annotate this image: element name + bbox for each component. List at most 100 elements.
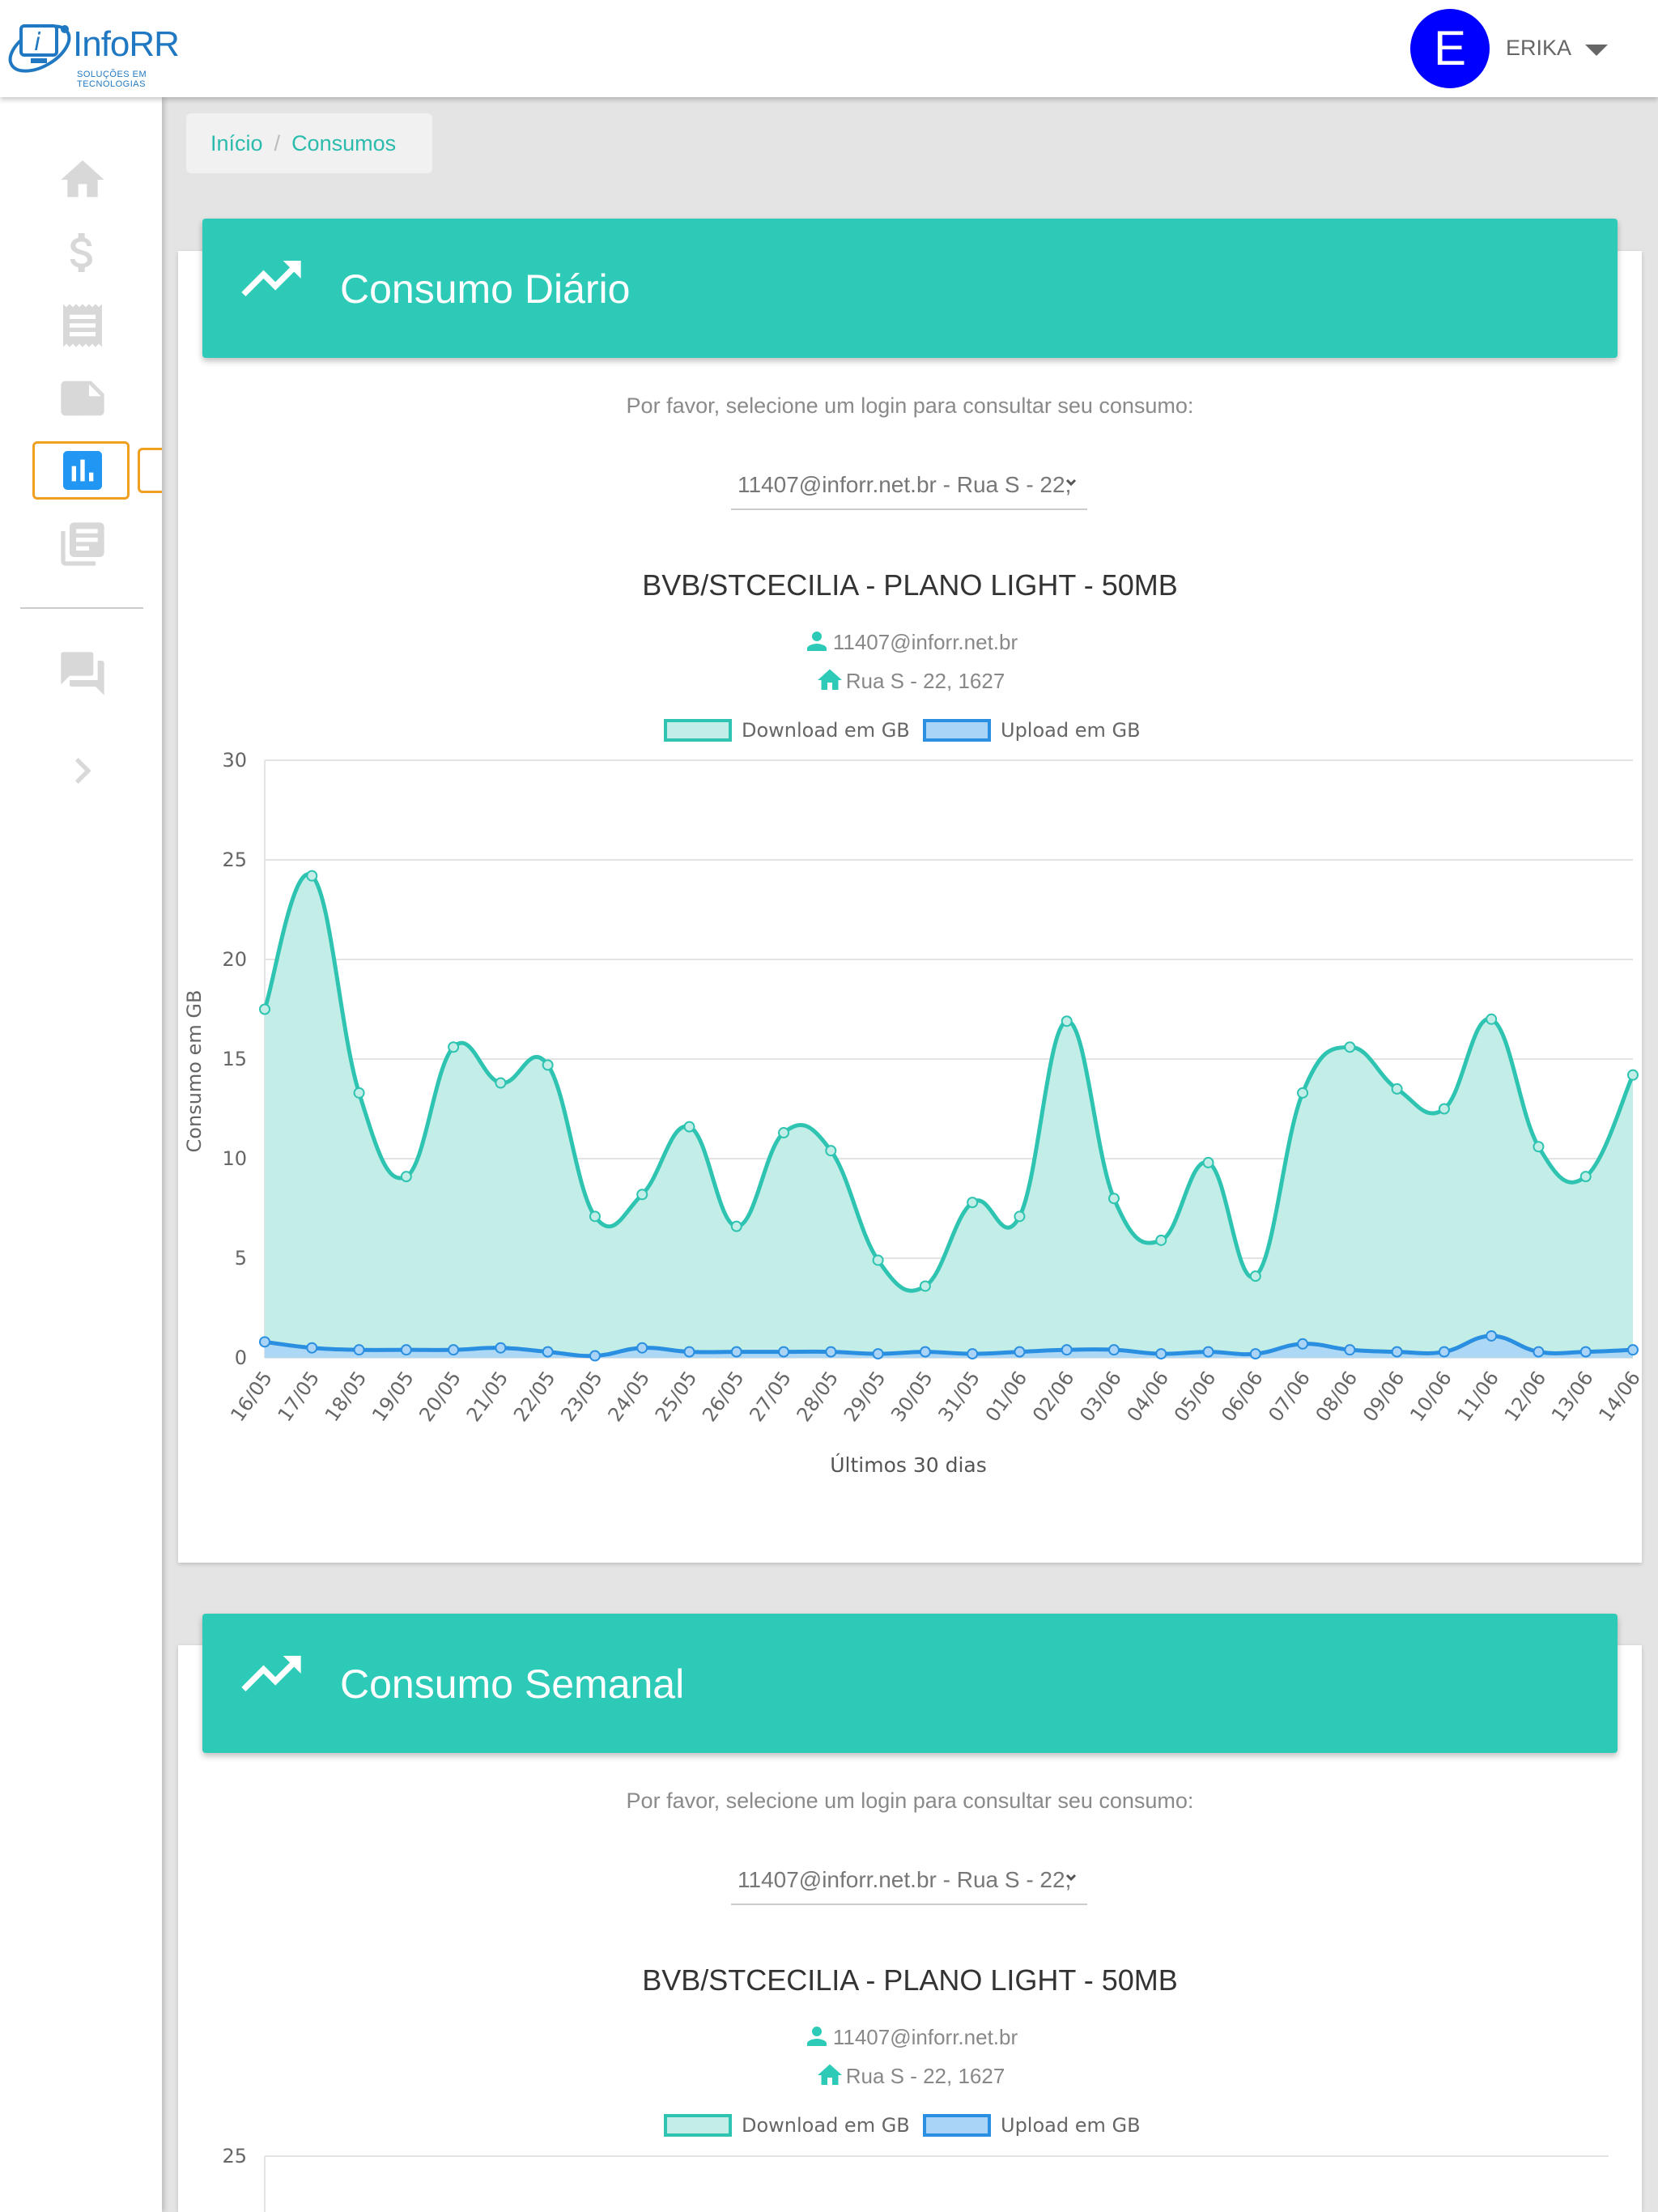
breadcrumb-home[interactable]: Início — [210, 131, 263, 155]
download-point[interactable] — [730, 1220, 742, 1232]
x-tick-label: 13/06 — [1547, 1367, 1598, 1426]
download-point[interactable] — [636, 1189, 648, 1201]
x-tick-label: 18/05 — [321, 1367, 372, 1426]
download-point[interactable] — [542, 1059, 554, 1071]
upload-point[interactable] — [1107, 1344, 1120, 1356]
daily-login-text: 11407@inforr.net.br — [832, 630, 1018, 654]
download-point[interactable] — [1014, 1210, 1026, 1223]
download-point[interactable] — [353, 1087, 365, 1099]
download-point[interactable] — [1297, 1087, 1309, 1099]
download-point[interactable] — [1486, 1013, 1498, 1025]
download-point[interactable] — [400, 1171, 412, 1183]
library-books-icon[interactable] — [57, 518, 108, 570]
upload-point[interactable] — [872, 1348, 884, 1360]
upload-point[interactable] — [1391, 1346, 1403, 1358]
upload-point[interactable] — [636, 1342, 648, 1354]
weekly-login-line: 11407@inforr.net.br — [178, 2022, 1642, 2051]
upload-point[interactable] — [1486, 1329, 1498, 1342]
avatar[interactable]: E — [1410, 9, 1490, 88]
download-point[interactable] — [495, 1077, 507, 1089]
download-point[interactable] — [967, 1197, 979, 1209]
upload-point[interactable] — [1014, 1346, 1026, 1358]
download-point[interactable] — [919, 1280, 931, 1292]
x-tick-label: 27/05 — [745, 1367, 796, 1426]
upload-point[interactable] — [1061, 1344, 1073, 1356]
weekly-login-select[interactable]: 11407@inforr.net.br - Rua S - 22, — [731, 1855, 1087, 1905]
upload-point[interactable] — [542, 1346, 554, 1358]
download-point[interactable] — [825, 1145, 837, 1157]
download-point[interactable] — [683, 1121, 695, 1133]
chevron-right-icon[interactable] — [57, 745, 108, 797]
logo-icon: i — [8, 24, 71, 73]
upload-point[interactable] — [1202, 1346, 1214, 1358]
upload-point[interactable] — [1249, 1348, 1261, 1360]
daily-login-select[interactable]: 11407@inforr.net.br - Rua S - 22, — [731, 460, 1087, 510]
upload-point[interactable] — [1155, 1348, 1167, 1360]
upload-point[interactable] — [400, 1344, 412, 1356]
upload-point[interactable] — [448, 1344, 460, 1356]
daily-legend-download[interactable]: Download em GB — [664, 719, 910, 742]
download-point[interactable] — [1627, 1069, 1639, 1081]
y-tick-label: 25 — [222, 2145, 247, 2167]
download-point[interactable] — [306, 870, 318, 882]
download-point[interactable] — [1391, 1083, 1403, 1095]
x-tick-label: 04/06 — [1123, 1367, 1174, 1426]
download-point[interactable] — [1438, 1103, 1450, 1115]
active-menu-highlight — [32, 441, 130, 500]
breadcrumb-current[interactable]: Consumos — [291, 131, 397, 155]
y-tick-label: 25 — [222, 849, 247, 871]
home-address-icon — [817, 669, 842, 690]
download-point[interactable] — [872, 1254, 884, 1266]
x-tick-label: 07/06 — [1264, 1367, 1315, 1426]
upload-point[interactable] — [683, 1346, 695, 1358]
receipt-icon[interactable] — [57, 300, 108, 351]
upload-point[interactable] — [495, 1342, 507, 1354]
weekly-legend-download[interactable]: Download em GB — [664, 2114, 910, 2137]
download-point[interactable] — [1155, 1234, 1167, 1246]
upload-point[interactable] — [353, 1344, 365, 1356]
upload-point[interactable] — [1438, 1346, 1450, 1358]
upload-point[interactable] — [778, 1346, 790, 1358]
download-point[interactable] — [259, 1003, 270, 1015]
weekly-card-title: Consumo Semanal — [340, 1661, 685, 1707]
upload-point[interactable] — [1533, 1346, 1545, 1358]
upload-point[interactable] — [1344, 1344, 1356, 1356]
upload-point[interactable] — [919, 1346, 931, 1358]
upload-point[interactable] — [1579, 1346, 1592, 1358]
user-name[interactable]: ERIKA — [1506, 36, 1572, 60]
download-point[interactable] — [1107, 1193, 1120, 1205]
upload-point[interactable] — [259, 1336, 270, 1348]
daily-legend-upload[interactable]: Upload em GB — [923, 719, 1141, 742]
download-point[interactable] — [1061, 1015, 1073, 1027]
home-icon[interactable] — [57, 154, 108, 206]
bar-chart-icon[interactable] — [57, 445, 108, 496]
upload-point[interactable] — [825, 1346, 837, 1358]
upload-point[interactable] — [306, 1342, 318, 1354]
dollar-icon[interactable] — [57, 227, 108, 279]
y-tick-label: 5 — [235, 1247, 247, 1270]
weekly-legend-upload[interactable]: Upload em GB — [923, 2114, 1141, 2137]
user-menu-caret-icon[interactable] — [1585, 45, 1608, 56]
upload-point[interactable] — [1627, 1344, 1639, 1356]
download-point[interactable] — [1533, 1141, 1545, 1153]
upload-point[interactable] — [730, 1346, 742, 1358]
forum-icon[interactable] — [57, 648, 108, 700]
download-point[interactable] — [1579, 1171, 1592, 1183]
note-icon[interactable] — [57, 372, 108, 424]
x-tick-label: 06/06 — [1217, 1367, 1268, 1426]
daily-plan-name: BVB/STCECILIA - PLANO LIGHT - 50MB — [642, 568, 1178, 602]
weekly-plan-name: BVB/STCECILIA - PLANO LIGHT - 50MB — [642, 1963, 1178, 1997]
x-tick-label: 11/06 — [1452, 1367, 1503, 1426]
upload-point[interactable] — [1297, 1338, 1309, 1350]
download-point[interactable] — [1249, 1270, 1261, 1283]
logo[interactable]: i InfoRR SOLUÇÕES EM TECNOLOGIAS — [0, 6, 202, 89]
upload-point[interactable] — [589, 1350, 601, 1362]
upload-point[interactable] — [967, 1348, 979, 1360]
download-point[interactable] — [1202, 1156, 1214, 1168]
download-point[interactable] — [448, 1041, 460, 1053]
download-point[interactable] — [778, 1127, 790, 1139]
download-point[interactable] — [589, 1210, 601, 1223]
weekly-login-text: 11407@inforr.net.br — [832, 2025, 1018, 2049]
download-point[interactable] — [1344, 1041, 1356, 1053]
x-tick-label: 21/05 — [462, 1367, 513, 1426]
